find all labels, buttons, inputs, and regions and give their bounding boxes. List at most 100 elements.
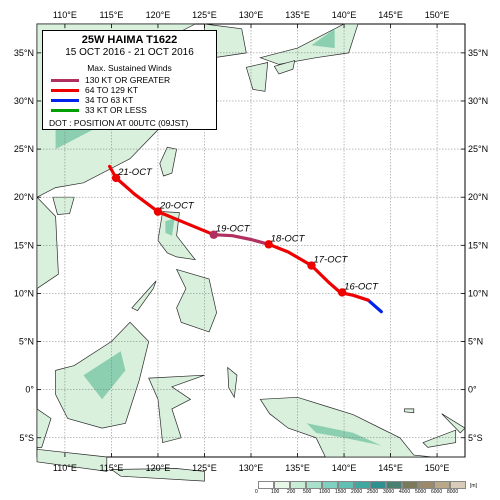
new-ireland [441,413,466,434]
date-label: 18-OCT [271,233,306,244]
position-dot [264,240,273,249]
java [36,448,108,472]
legend-item-64kt: 64 TO 129 KT [51,85,138,95]
scale-label: 2000 [351,489,363,495]
bismarck [404,408,415,414]
lon-label-bottom: 130°E [239,463,264,473]
lat-label-right: 5°N [468,337,483,347]
scale-swatch [338,481,354,489]
scale-label: 4000 [399,489,411,495]
legend-box: 25W HAIMA T1622 15 OCT 2016 - 21 OCT 201… [42,30,217,130]
lon-label-top: 110°E [53,10,77,20]
lon-label-top: 130°E [239,10,264,20]
scale-swatch [258,481,274,489]
luzon-highland [165,218,175,236]
scale-swatch [274,481,290,489]
scale-label: 200 [287,489,296,495]
lon-label-bottom: 110°E [53,463,77,473]
japan-shikoku [273,60,296,75]
lat-label-right: 35°N [468,48,488,58]
date-label: 16-OCT [344,281,379,292]
lon-label-bottom: 150°E [425,463,450,473]
position-dot [111,173,121,183]
lat-label-left: 5°N [19,337,34,347]
track-segment [366,298,383,314]
lon-label-bottom: 135°E [285,463,310,473]
legend-dot-note: DOT : POSITION AT 00UTC (09JST) [49,118,189,128]
palawan [131,280,157,312]
scale-label: 3000 [383,489,395,495]
track-segment [212,233,271,246]
lesser-sunda [110,468,205,482]
storm-title: 25W HAIMA T1622 [81,34,178,46]
legend-item-34kt: 34 TO 63 KT [51,95,133,105]
date-label: 19-OCT [216,224,251,235]
legend-swatch [51,109,79,113]
lat-label-right: 20°N [468,192,488,202]
japan-highland [311,28,335,49]
legend-swatch [51,79,79,83]
scale-label: 1500 [335,489,347,495]
date-label: 21-OCT [117,167,153,178]
scale-swatch [402,481,418,489]
scale-swatch [370,481,386,489]
scale-unit: [m] [470,483,477,489]
position-dot [337,288,347,297]
scale-swatch [450,481,466,489]
sulawesi [148,374,205,444]
lat-label-left: 35°N [14,48,34,58]
legend-swatch [51,99,79,103]
legend-header: Max. Sustained Winds [87,63,172,73]
lat-label-right: 30°N [468,96,488,106]
legend-item-130kt: 130 KT OR GREATER [51,75,170,85]
date-label: 20-OCT [159,201,195,212]
lon-label-top: 140°E [332,10,357,20]
date-label: 17-OCT [313,255,348,266]
scale-swatch [290,481,306,489]
lon-label-bottom: 120°E [146,463,171,473]
lon-label-bottom: 125°E [192,463,217,473]
new-guinea [259,396,465,458]
lon-label-top: 145°E [378,10,403,20]
lat-label-right: 5°S [468,433,483,443]
scale-label: 8000 [447,489,459,495]
daily-position-markers [111,173,347,297]
scale-label: 2500 [367,489,379,495]
lat-label-right: 10°N [468,288,488,298]
new-britain [422,429,457,448]
lon-label-bottom: 140°E [332,463,357,473]
lon-label-bottom: 115°E [99,463,123,473]
lat-label-right: 15°N [468,240,488,250]
legend-swatch [51,89,79,93]
lat-label-left: 10°N [14,288,34,298]
scale-label: 1000 [319,489,331,495]
scale-swatch [306,481,322,489]
daily-position-labels: 16-OCT 17-OCT 18-OCT 19-OCT 20-OCT 21-OCT [117,167,379,293]
scale-label: 6000 [431,489,443,495]
scale-label: 5000 [415,489,427,495]
lat-label-left: 25°N [14,144,34,154]
lat-label-left: 0° [25,385,34,395]
map-grid [37,24,465,457]
lat-label-right: 25°N [468,144,488,154]
borneo-highland [83,351,126,400]
scale-label: 100 [271,489,280,495]
scale-label: 500 [303,489,312,495]
position-dot [209,230,218,239]
scale-swatch [354,481,370,489]
coordinate-labels: 110°E 110°E 115°E 115°E 120°E 120°E 125°E 125°E… [14,10,488,473]
lat-label-left: 15°N [14,240,34,250]
lon-label-top: 135°E [285,10,310,20]
scale-swatch [434,481,450,489]
japan-kyushu [245,62,269,92]
storm-track [107,164,383,314]
storm-date-range: 15 OCT 2016 - 21 OCT 2016 [65,47,194,58]
legend-item-33kt: 33 KT OR LESS [51,105,147,115]
taiwan [159,146,178,177]
scale-swatch [322,481,338,489]
lon-label-bottom: 145°E [378,463,403,473]
scale-label: 0 [255,489,258,495]
lat-label-left: 20°N [14,192,34,202]
visayas-mindanao [175,268,217,333]
